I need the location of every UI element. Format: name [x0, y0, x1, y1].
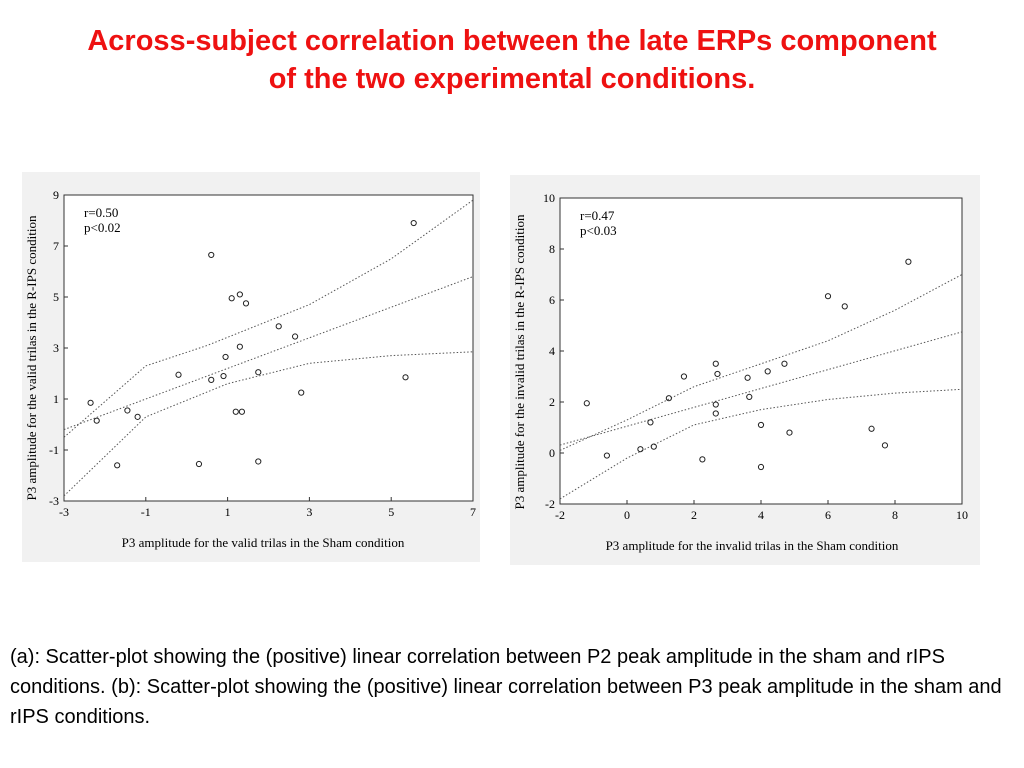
chart-a-data-point: [93, 417, 100, 424]
chart-b-confidence-band-upper: [560, 274, 962, 451]
chart-a-x-axis-label: P3 amplitude for the valid trilas in the…: [122, 535, 405, 550]
chart-b-data-point: [764, 368, 771, 375]
chart-a-regression-line: [64, 276, 473, 431]
chart-a-y-tick-label: 3: [53, 341, 59, 355]
chart-a-x-tick-label: -3: [59, 505, 69, 519]
chart-a-data-point: [195, 460, 203, 468]
chart-a-data-point: [134, 413, 141, 420]
chart-a-data-point: [232, 408, 239, 415]
chart-b-data-point: [699, 456, 706, 463]
chart-b-x-axis-label: P3 amplitude for the invalid trilas in t…: [606, 538, 899, 553]
chart-a-data-point: [410, 219, 417, 227]
chart-a-data-point: [220, 372, 227, 380]
figure-caption: (a): Scatter-plot showing the (positive)…: [10, 646, 1002, 728]
chart-b-plot-frame: [559, 197, 963, 505]
chart-b-y-tick-label: 4: [549, 344, 555, 358]
chart-b-data-point: [757, 421, 765, 429]
chart-b-data-point: [881, 442, 889, 449]
chart-a-data-point: [298, 389, 305, 396]
chart-a-x-tick-label: 5: [388, 505, 394, 519]
chart-b-data-point: [841, 303, 848, 310]
chart-b-x-tick-label: 8: [892, 508, 898, 522]
chart-a-confidence-band-lower: [64, 351, 473, 497]
chart-b-data-point: [757, 463, 765, 471]
chart-a-x-tick-label: 7: [470, 505, 476, 519]
chart-b-y-tick-label: -2: [545, 497, 555, 511]
chart-b-x-tick-label: 4: [758, 508, 764, 522]
chart-a-plot-area: -3 -1 1 3 5 7 -3 -1 1 3 5 7 9 r=0.50p<0.02: [49, 188, 476, 519]
chart-a-data-point: [238, 408, 246, 415]
chart-a-data-point: [242, 300, 250, 307]
chart-b-y-axis-label: P3 amplitude for the invalid trilas in t…: [512, 214, 527, 509]
chart-b-data-point: [868, 425, 875, 432]
chart-a: -3 -1 1 3 5 7 -3 -1 1 3 5 7 9 r=0.50p<0.02 P3 amplitu…: [22, 172, 480, 562]
chart-a-data-point: [87, 399, 94, 406]
chart-b-data-point: [824, 293, 832, 300]
chart-b-data-point: [680, 373, 688, 380]
slide-title-line-2: of the two experimental conditions.: [268, 63, 756, 95]
chart-b-data-point: [637, 446, 644, 453]
chart-b-plot-area: -2 0 2 4 6 8 10 -2 0 2 4 6 8 10 r=0.47p<0.03: [543, 191, 968, 522]
chart-a-y-tick-label: -3: [49, 494, 59, 508]
chart-a-data-point: [208, 376, 215, 383]
chart-a-confidence-band-upper: [64, 199, 473, 438]
chart-a-y-tick-label: 7: [53, 239, 59, 253]
chart-b-data-point: [781, 360, 788, 367]
chart-b-annotation-p-value: p<0.03: [580, 223, 617, 238]
chart-a-data-point: [236, 343, 243, 350]
chart-b-data-point: [712, 410, 719, 417]
chart-b-x-tick-label: 10: [956, 508, 968, 522]
chart-a-data-point: [291, 333, 299, 340]
chart-b-data-point: [647, 419, 654, 426]
chart-b-data-point: [665, 395, 672, 402]
chart-a-x-tick-label: 3: [306, 505, 312, 519]
chart-b: -2 0 2 4 6 8 10 -2 0 2 4 6 8 10 r=0.47p<0.03 P3 amplit…: [510, 175, 980, 565]
chart-a-data-point: [208, 251, 215, 259]
chart-b-y-tick-label: 0: [549, 446, 555, 460]
chart-b-data-point: [712, 360, 719, 367]
chart-b-data-point: [744, 374, 751, 381]
chart-b-data-point: [746, 393, 753, 400]
chart-b-x-tick-label: 6: [825, 508, 831, 522]
chart-b-data-point: [603, 452, 611, 459]
chart-b-y-tick-label: 6: [549, 293, 555, 307]
chart-a-data-point: [114, 462, 121, 469]
chart-a-y-tick-label: 1: [53, 392, 59, 406]
chart-b-data-point: [712, 401, 719, 408]
chart-b-annotation-r-value: r=0.47: [580, 208, 615, 223]
chart-b-data-point: [583, 400, 590, 407]
chart-a-x-tick-label: 1: [225, 505, 231, 519]
chart-a-plot-frame: [63, 194, 474, 502]
chart-b-y-tick-label: 10: [543, 191, 555, 205]
chart-a-data-point: [275, 323, 282, 330]
chart-b-data-point: [905, 258, 912, 265]
chart-a-y-tick-label: 9: [53, 188, 59, 202]
chart-a-data-point: [175, 371, 182, 378]
chart-a-y-tick-label: 5: [53, 290, 59, 304]
chart-a-annotation-p-value: p<0.02: [84, 220, 121, 235]
chart-b-data-point: [714, 370, 721, 378]
chart-b-confidence-band-lower: [560, 388, 962, 500]
chart-b-x-tick-label: -2: [555, 508, 565, 522]
chart-a-data-point: [402, 374, 409, 381]
chart-a-data-point: [124, 407, 131, 414]
chart-b-y-tick-label: 8: [549, 242, 555, 256]
chart-a-data-point: [236, 291, 243, 298]
chart-b-data-point: [650, 443, 657, 450]
chart-b-y-tick-label: 2: [549, 395, 555, 409]
chart-a-annotation-r-value: r=0.50: [84, 205, 118, 220]
slide-title: Across-subject correlation between the l…: [0, 22, 1024, 98]
chart-a-x-tick-label: -1: [141, 505, 151, 519]
chart-a-data-point: [255, 458, 262, 465]
chart-b-x-tick-label: 0: [624, 508, 630, 522]
slide-title-line-1: Across-subject correlation between the l…: [87, 25, 937, 57]
chart-a-y-tick-label: -1: [49, 443, 59, 457]
chart-a-data-point: [255, 369, 262, 376]
chart-a-data-point: [228, 295, 235, 302]
chart-a-data-point: [222, 353, 229, 361]
chart-b-x-tick-label: 2: [691, 508, 697, 522]
chart-b-data-point: [786, 429, 793, 436]
chart-a-y-axis-label: P3 amplitude for the valid trilas in the…: [24, 215, 39, 500]
